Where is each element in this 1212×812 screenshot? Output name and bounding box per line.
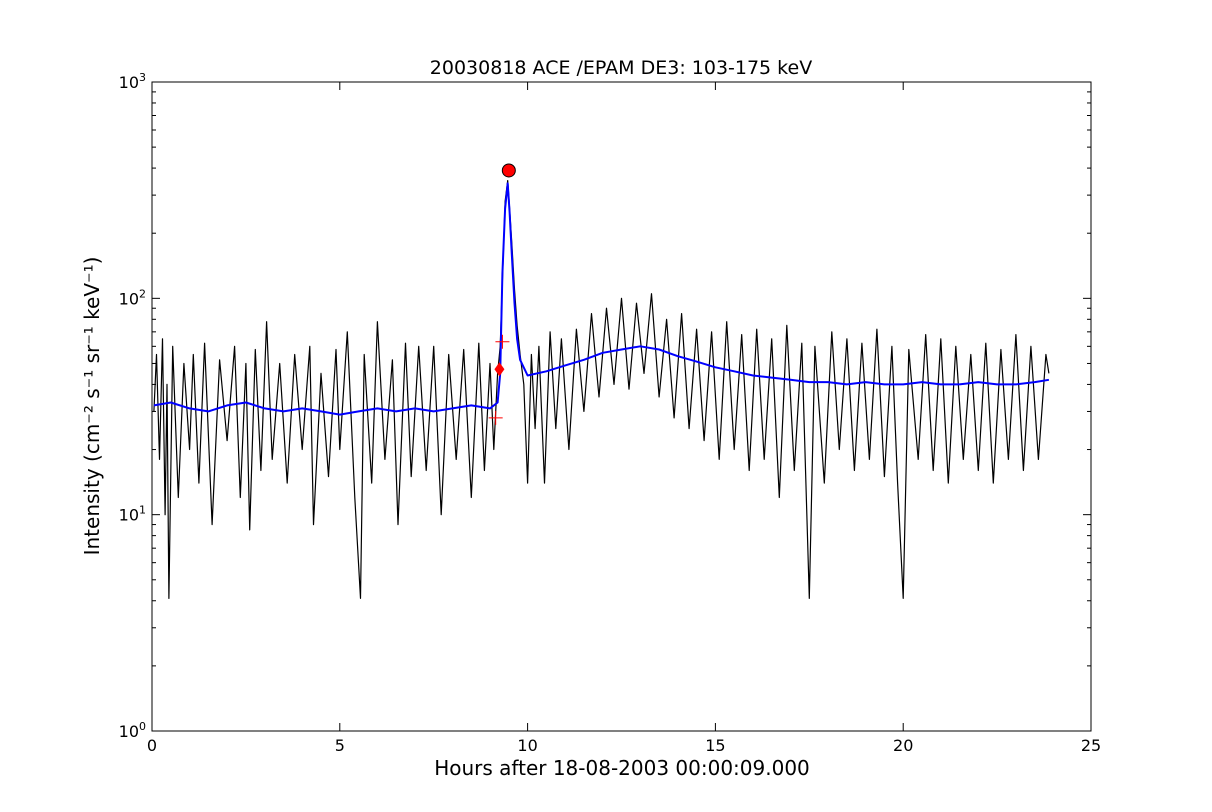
series-line-1: [153, 180, 1050, 599]
onset-marker: [494, 362, 505, 377]
y-tick-label: 101: [119, 504, 146, 525]
y-axis-label: Intensity (cm⁻² s⁻¹ sr⁻¹ keV⁻¹): [80, 257, 104, 556]
plot-frame: [151, 81, 1092, 732]
series-line-2: [153, 182, 1050, 416]
x-tick-label: 10: [517, 736, 537, 755]
plot-background: [152, 82, 1091, 731]
y-tick-label: 100: [119, 720, 146, 741]
chart-title: 20030818 ACE /EPAM DE3: 103-175 keV: [430, 57, 812, 79]
x-axis-label: Hours after 18-08-2003 00:00:09.000: [434, 756, 810, 780]
x-tick-label: 15: [705, 736, 725, 755]
plus-marker-3: [495, 334, 510, 349]
ticks-layer: 0 5 10 15 20 25 100 101 102 103: [119, 71, 1102, 755]
y-tick-label: 103: [119, 71, 146, 92]
y-tick-label: 102: [119, 287, 146, 308]
data-layer: [153, 163, 1050, 599]
peak-marker: [501, 163, 516, 178]
x-tick-label: 0: [147, 736, 157, 755]
x-tick-label: 5: [335, 736, 345, 755]
x-tick-label: 20: [893, 736, 913, 755]
plus-marker-4: [488, 410, 503, 425]
x-tick-label: 25: [1081, 736, 1101, 755]
